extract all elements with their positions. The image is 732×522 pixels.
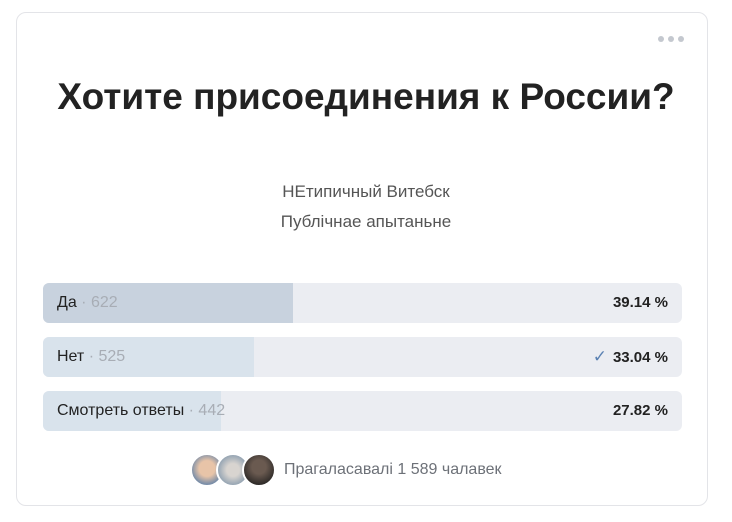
voters-summary[interactable]: Прагаласавалі 1 589 чалавек	[190, 453, 502, 487]
option-count: 442	[198, 402, 226, 419]
poll-option[interactable]: Нет · 525 ✓ 33.04 %	[43, 337, 682, 377]
poll-type: Публічнае апытаньне	[280, 212, 452, 231]
option-percent: 39.14 %	[612, 294, 668, 311]
option-fill	[43, 391, 221, 431]
option-percent: ✓ 33.04 %	[592, 347, 668, 366]
option-fill	[43, 337, 255, 377]
option-label: Да · 622	[57, 294, 118, 311]
voters-count: Прагаласавалі 1 589 чалавек	[284, 461, 502, 478]
option-label: Смотреть ответы · 442	[57, 402, 226, 419]
more-options-icon[interactable]	[658, 36, 684, 42]
option-count: 622	[90, 294, 118, 311]
option-label: Нет · 525	[57, 348, 126, 365]
poll-author[interactable]: НЕтипичный Витебск	[282, 182, 450, 201]
option-percent: 27.82 %	[612, 402, 668, 419]
poll-title: Хотите присоединения к России?	[57, 76, 675, 117]
option-fill	[43, 283, 294, 323]
option-count: 525	[98, 348, 126, 365]
poll-option[interactable]: Да · 622 39.14 %	[43, 283, 682, 323]
avatar	[242, 453, 276, 487]
poll-option[interactable]: Смотреть ответы · 442 27.82 %	[43, 391, 682, 431]
check-icon: ✓	[592, 347, 607, 366]
